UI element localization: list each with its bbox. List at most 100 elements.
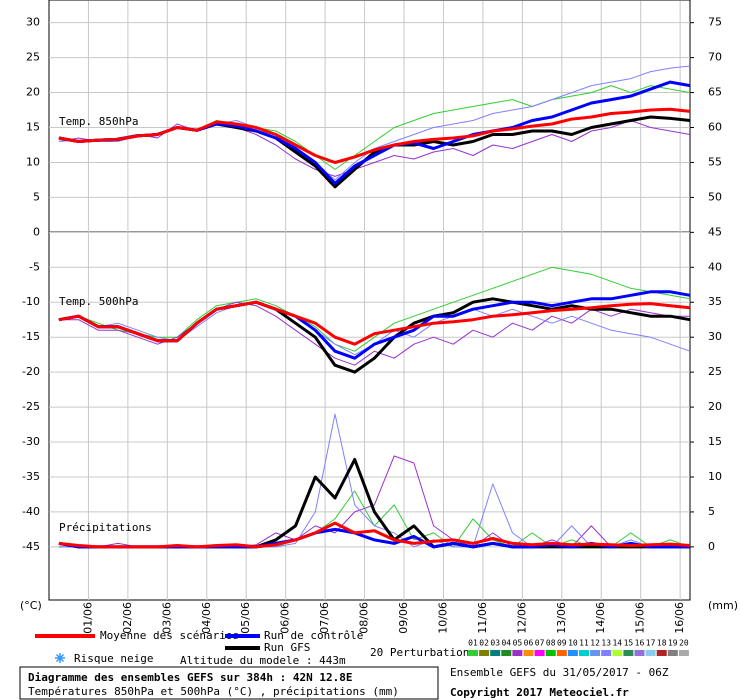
perturbation-number: 19 bbox=[668, 639, 678, 648]
altitude-label: Altitude du modele : 443m bbox=[180, 654, 346, 667]
y-tick-label: 30 bbox=[26, 16, 40, 29]
title-box bbox=[19, 666, 439, 700]
perturbation-swatch bbox=[678, 650, 689, 656]
perturbation-number: 04 bbox=[501, 639, 511, 648]
x-tick-label: 12/06 bbox=[515, 602, 528, 634]
perturbation-number: 17 bbox=[646, 639, 656, 648]
y2-tick-label: 35 bbox=[708, 295, 722, 308]
x-tick-label: 14/06 bbox=[594, 602, 607, 634]
perturbation-number: 11 bbox=[579, 639, 589, 648]
y-tick-label: 0 bbox=[33, 225, 40, 238]
y2-tick-label: 5 bbox=[708, 505, 715, 518]
perturbation-swatch bbox=[656, 650, 667, 656]
y-tick-label: 25 bbox=[26, 51, 40, 64]
y-tick-label: -40 bbox=[22, 505, 40, 518]
perturbation-swatch bbox=[512, 650, 523, 656]
series-line bbox=[58, 458, 690, 549]
perturbation-number: 07 bbox=[535, 639, 545, 648]
y-tick-label: -45 bbox=[22, 540, 40, 553]
series-line bbox=[58, 455, 690, 548]
perturbation-swatch bbox=[623, 650, 634, 656]
perturbation-swatch bbox=[601, 650, 612, 656]
y2-tick-label: 75 bbox=[708, 16, 722, 29]
copyright: Copyright 2017 Meteociel.fr bbox=[450, 686, 629, 699]
panel-label: Temp. 500hPa bbox=[59, 295, 138, 308]
panel-label: Précipitations bbox=[59, 521, 152, 534]
chart-subtitle: Températures 850hPa et 500hPa (°C) , pré… bbox=[28, 685, 399, 698]
perturbation-swatch bbox=[479, 650, 490, 656]
y-tick-label: -20 bbox=[22, 365, 40, 378]
y-tick-label: -30 bbox=[22, 435, 40, 448]
perturbation-swatch bbox=[490, 650, 501, 656]
perturbation-swatch bbox=[556, 650, 567, 656]
x-tick-label: 11/06 bbox=[476, 602, 489, 634]
perturbation-number: 16 bbox=[635, 639, 645, 648]
x-tick-label: 01/06 bbox=[81, 602, 94, 634]
y2-tick-label: 55 bbox=[708, 155, 722, 168]
y-tick-label: 5 bbox=[33, 190, 40, 203]
perturbation-number: 01 bbox=[468, 639, 478, 648]
perturbation-number: 13 bbox=[601, 639, 611, 648]
perturbation-number: 05 bbox=[513, 639, 523, 648]
perturbation-number: 08 bbox=[546, 639, 556, 648]
y-tick-label: 20 bbox=[26, 86, 40, 99]
perturbation-number: 15 bbox=[624, 639, 634, 648]
y-tick-label: -15 bbox=[22, 330, 40, 343]
y-tick-label: 10 bbox=[26, 155, 40, 168]
perturbation-number: 14 bbox=[612, 639, 622, 648]
x-tick-label: 06/06 bbox=[279, 602, 292, 634]
perturbation-swatch bbox=[612, 650, 623, 656]
x-tick-label: 08/06 bbox=[358, 602, 371, 634]
x-tick-label: 16/06 bbox=[673, 602, 686, 634]
perturbation-number: 03 bbox=[490, 639, 500, 648]
perturbations-label: 20 Perturbations bbox=[370, 646, 476, 659]
snow-icon bbox=[55, 653, 65, 663]
y2-tick-label: 60 bbox=[708, 121, 722, 134]
y2-tick-label: 45 bbox=[708, 225, 722, 238]
perturbation-swatch bbox=[545, 650, 556, 656]
legend-label: Run GFS bbox=[264, 641, 310, 654]
series-line bbox=[58, 300, 691, 346]
perturbation-swatch bbox=[579, 650, 589, 656]
chart-title: Diagramme des ensembles GEFS sur 384h : … bbox=[28, 671, 353, 684]
y2-tick-label: 15 bbox=[708, 435, 722, 448]
perturbation-swatch bbox=[523, 650, 534, 656]
series-line bbox=[58, 107, 691, 164]
y2-axis-label: (mm) bbox=[708, 599, 738, 612]
perturbation-swatch bbox=[501, 650, 512, 656]
grid bbox=[49, 1, 690, 600]
x-tick-label: 04/06 bbox=[200, 602, 213, 634]
perturbation-number: 06 bbox=[524, 639, 534, 648]
y-axis-label: (°C) bbox=[20, 599, 42, 612]
x-tick-label: 05/06 bbox=[239, 602, 252, 634]
perturbation-number: 09 bbox=[557, 639, 567, 648]
y2-tick-label: 30 bbox=[708, 330, 722, 343]
y2-tick-label: 20 bbox=[708, 400, 722, 413]
y-tick-label: -25 bbox=[22, 400, 40, 413]
perturbation-swatch bbox=[645, 650, 656, 656]
perturbation-swatch bbox=[468, 650, 478, 656]
series-line bbox=[58, 266, 691, 352]
y-tick-label: -10 bbox=[22, 295, 40, 308]
legend-label: Run de contrôle bbox=[264, 629, 363, 642]
x-tick-label: 10/06 bbox=[436, 602, 449, 634]
x-tick-label: 03/06 bbox=[160, 602, 173, 634]
y2-tick-label: 70 bbox=[708, 51, 722, 64]
x-tick-label: 13/06 bbox=[555, 602, 568, 634]
x-tick-label: 07/06 bbox=[318, 602, 331, 634]
y-tick-label: -5 bbox=[29, 260, 40, 273]
perturbation-number: 10 bbox=[568, 639, 578, 648]
perturbation-swatch bbox=[567, 650, 578, 656]
y2-tick-label: 50 bbox=[708, 190, 722, 203]
run-info: Ensemble GEFS du 31/05/2017 - 06Z bbox=[450, 666, 669, 679]
perturbation-number: 20 bbox=[679, 639, 689, 648]
perturbation-number: 02 bbox=[479, 639, 489, 648]
plot-frame bbox=[48, 0, 691, 601]
snow-label: Risque neige bbox=[74, 652, 153, 665]
y2-tick-label: 0 bbox=[708, 540, 715, 553]
perturbation-number: 18 bbox=[657, 639, 667, 648]
y2-tick-label: 25 bbox=[708, 365, 722, 378]
x-tick-label: 02/06 bbox=[121, 602, 134, 634]
x-tick-label: 15/06 bbox=[634, 602, 647, 634]
series-line bbox=[58, 521, 691, 549]
